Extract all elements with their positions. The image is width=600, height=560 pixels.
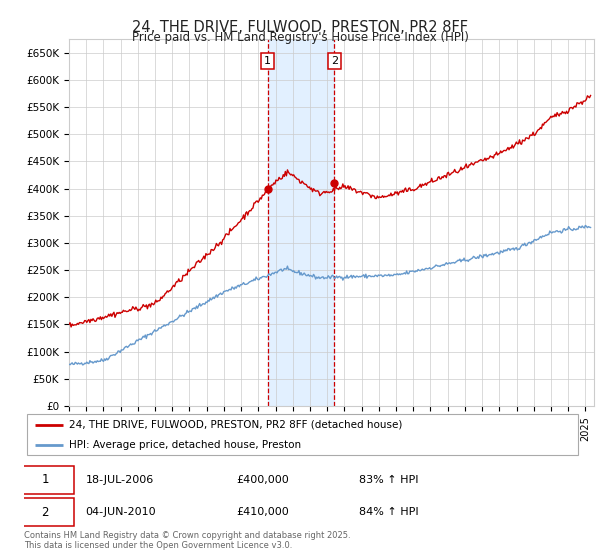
Text: 24, THE DRIVE, FULWOOD, PRESTON, PR2 8FF (detached house): 24, THE DRIVE, FULWOOD, PRESTON, PR2 8FF… (68, 419, 402, 430)
FancyBboxPatch shape (16, 466, 74, 494)
Text: £400,000: £400,000 (236, 475, 289, 485)
Text: Contains HM Land Registry data © Crown copyright and database right 2025.
This d: Contains HM Land Registry data © Crown c… (24, 530, 350, 550)
FancyBboxPatch shape (27, 414, 578, 455)
Text: 1: 1 (41, 473, 49, 486)
Text: 84% ↑ HPI: 84% ↑ HPI (359, 507, 418, 517)
Text: 83% ↑ HPI: 83% ↑ HPI (359, 475, 418, 485)
Text: Price paid vs. HM Land Registry's House Price Index (HPI): Price paid vs. HM Land Registry's House … (131, 31, 469, 44)
Text: 04-JUN-2010: 04-JUN-2010 (85, 507, 156, 517)
Text: 2: 2 (331, 56, 338, 66)
Bar (268, 39, 334, 406)
Text: 18-JUL-2006: 18-JUL-2006 (85, 475, 154, 485)
Text: 1: 1 (264, 56, 271, 66)
Text: 2: 2 (41, 506, 49, 519)
Text: 24, THE DRIVE, FULWOOD, PRESTON, PR2 8FF: 24, THE DRIVE, FULWOOD, PRESTON, PR2 8FF (132, 20, 468, 35)
FancyBboxPatch shape (16, 498, 74, 526)
Text: £410,000: £410,000 (236, 507, 289, 517)
Text: HPI: Average price, detached house, Preston: HPI: Average price, detached house, Pres… (68, 440, 301, 450)
